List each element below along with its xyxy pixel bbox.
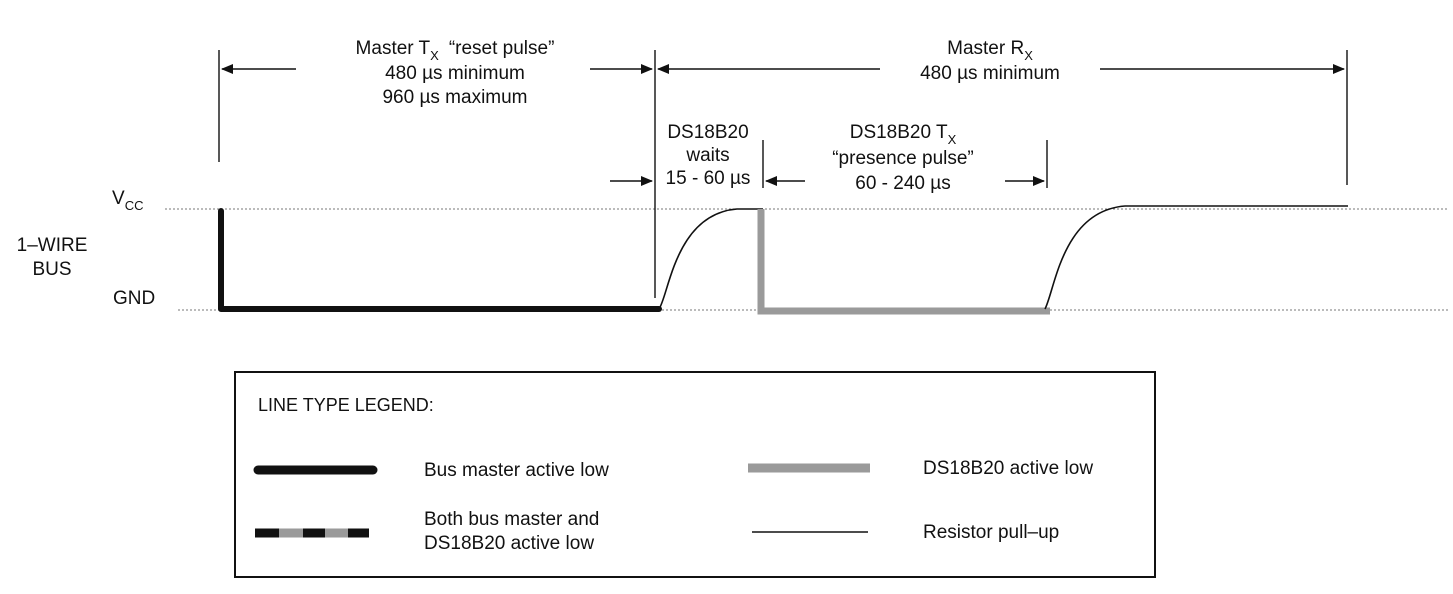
legend-box [234, 371, 1156, 578]
ds-wait-line3: 15 - 60 µs [666, 168, 751, 189]
ds-tx-presence: “presence pulse” [832, 148, 974, 169]
legend-title: LINE TYPE LEGEND: [258, 395, 434, 415]
bus-label-line1: 1–WIRE [17, 235, 88, 256]
gnd-label: GND [113, 288, 155, 309]
ds-tx-title: DS18B20 TX [850, 122, 957, 147]
waveform-ds-low [757, 209, 1050, 315]
ds-wait-line1: DS18B20 [667, 122, 748, 143]
master-tx-title: Master TX “reset pulse” [356, 38, 555, 63]
legend-label-ds: DS18B20 active low [923, 458, 1093, 479]
ds-tx-range: 60 - 240 µs [855, 173, 950, 194]
master-tx-max: 960 µs maximum [382, 87, 527, 108]
master-tx-min: 480 µs minimum [385, 63, 525, 84]
ds-wait-line2: waits [685, 145, 729, 166]
master-rx-title: Master RX [947, 38, 1033, 63]
waveform-pullup-1 [658, 208, 763, 310]
waveform-pullup-2 [1044, 205, 1348, 310]
legend-label-both-line1: Both bus master and [424, 509, 599, 530]
legend-label-both-line2: DS18B20 active low [424, 533, 594, 554]
waveform-master-low [218, 208, 662, 312]
legend-label-master: Bus master active low [424, 460, 609, 481]
vcc-label: VCC [112, 188, 143, 213]
legend-label-pullup: Resistor pull–up [923, 522, 1059, 543]
bus-label-line2: BUS [32, 259, 71, 280]
master-rx-min: 480 µs minimum [920, 63, 1060, 84]
